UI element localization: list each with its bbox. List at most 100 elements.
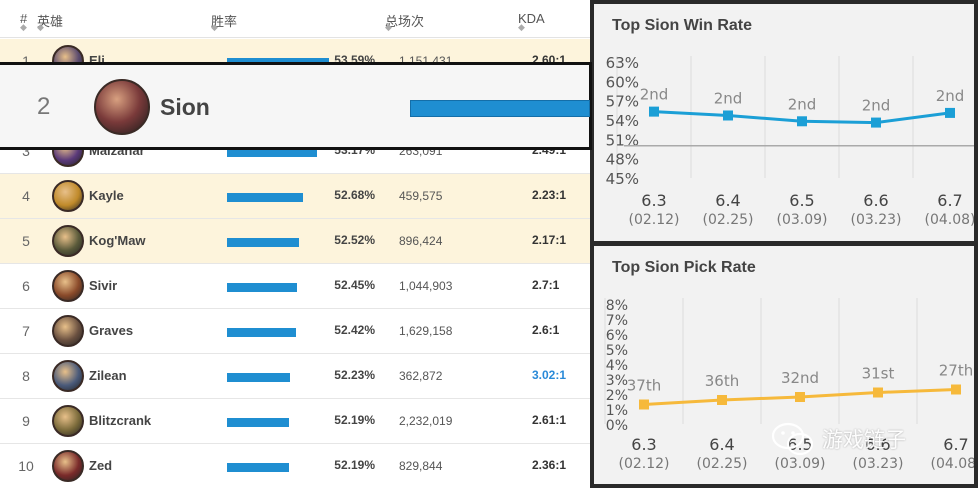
y-tick-label: 51% (606, 131, 639, 149)
rank-cell: 4 (22, 188, 30, 204)
sion-winrate-bar (410, 100, 590, 117)
winrate-bar (227, 193, 304, 202)
champion-avatar (52, 360, 84, 392)
winrate-bar (227, 418, 290, 427)
header-winrate-label: 胜率 (211, 14, 238, 29)
winrate-value: 52.19% (334, 413, 375, 427)
games-value: 896,424 (399, 234, 443, 248)
data-point (649, 106, 659, 117)
winrate-value: 52.68% (334, 188, 375, 202)
x-date-label: (03.09) (776, 212, 827, 228)
x-date-label: (02.12) (618, 456, 669, 472)
winrate-value: 52.23% (334, 368, 375, 382)
winrate-bar (227, 283, 297, 292)
x-tick-label: 6.4 (709, 435, 734, 454)
games-value: 362,872 (399, 369, 443, 383)
x-date-label: (03.23) (850, 212, 901, 228)
x-tick-label: 6.6 (863, 191, 888, 210)
header-kda[interactable]: ◆ KDA (518, 11, 545, 32)
x-date-label: (03.23) (852, 456, 903, 472)
y-tick-label: 57% (606, 93, 639, 111)
watermark-text: 游戏链子 (822, 428, 906, 452)
rank-cell: 1 (22, 53, 30, 69)
champion-name[interactable]: Blitzcrank (89, 413, 152, 428)
x-tick-label: 6.6 (865, 435, 890, 454)
games-value: 2,232,019 (399, 414, 453, 428)
win-rate-chart: 45%48%51%54%57%60%63%2nd6.3(02.12)2nd6.4… (606, 54, 974, 228)
kda-value: 2.17:1 (532, 233, 567, 247)
kda-value: 2.6:1 (532, 323, 560, 337)
wechat-icon (771, 422, 814, 456)
x-date-label: (04.08) (930, 456, 974, 472)
sort-icon: ◆ (37, 22, 44, 32)
x-tick-label: 6.3 (641, 191, 666, 210)
sort-icon: ◆ (211, 22, 218, 32)
champion-avatar (52, 315, 84, 347)
win-rate-chart-panel: Top Sion Win Rate 45% 48% 51% 54% 57% 60% 63% 2… (594, 4, 974, 241)
champion-name[interactable]: Sivir (89, 278, 118, 293)
kda-value: 2.61:1 (532, 413, 567, 427)
winrate-bar (227, 373, 291, 382)
champion-name[interactable]: Graves (89, 323, 134, 338)
sion-highlight-row[interactable]: 2 Sion (0, 62, 592, 150)
sion-avatar (94, 79, 150, 135)
winrate-bar (227, 238, 299, 247)
table-row[interactable]: 5 Kog'Maw 52.52% 896,424 2.17:1 (0, 219, 590, 264)
point-label: 31st (862, 365, 895, 383)
point-label: 27th (939, 362, 973, 380)
kda-value: 2.23:1 (532, 188, 567, 202)
data-point (871, 117, 881, 128)
table-row[interactable]: 4 Kayle 52.68% 459,575 2.23:1 (0, 174, 590, 219)
x-date-label: (02.25) (696, 456, 747, 472)
x-date-label: (02.25) (702, 212, 753, 228)
table-row[interactable]: 8 Zilean 52.23% 362,872 3.02:1 (0, 354, 590, 399)
point-label: 2nd (714, 89, 743, 107)
y-tick-label: 6% (606, 328, 628, 344)
champion-name[interactable]: Zed (89, 458, 113, 473)
sion-name: Sion (160, 94, 210, 120)
header-games[interactable]: ◆ 总场次 (385, 11, 425, 32)
header-rank-label: # (20, 11, 28, 26)
winrate-bar (227, 463, 290, 472)
winrate-value: 52.42% (334, 323, 375, 337)
winrate-value: 52.52% (334, 233, 375, 247)
header-winrate[interactable]: ◆ 胜率 (211, 11, 238, 32)
table-header: ◆ # ◆ 英雄 ◆ 胜率 ◆ 总场次 ◆ KDA (0, 0, 590, 38)
sort-icon: ◆ (385, 22, 392, 32)
table-row[interactable]: 7 Graves 52.42% 1,629,158 2.6:1 (0, 309, 590, 354)
table-row[interactable]: 10 Zed 52.19% 829,844 2.36:1 (0, 444, 590, 488)
watermark: 游戏链子 (770, 420, 970, 460)
x-tick-label: 6.7 (943, 435, 968, 454)
header-hero-label: 英雄 (37, 14, 64, 29)
winrate-value: 52.19% (334, 458, 375, 472)
games-value: 1,044,903 (399, 279, 453, 293)
champion-avatar (52, 270, 84, 302)
header-rank[interactable]: ◆ # (20, 11, 28, 32)
y-tick-label: 3% (606, 373, 628, 389)
x-tick-label: 6.5 (789, 191, 814, 210)
y-tick-label: 7% (606, 313, 628, 329)
y-tick-label: 4% (606, 358, 628, 374)
data-point (795, 392, 805, 402)
champion-name[interactable]: Kog'Maw (89, 233, 146, 248)
y-tick-label: 45% (606, 170, 639, 188)
win-rate-chart-title: Top Sion Win Rate (612, 17, 752, 34)
point-label: 2nd (936, 87, 965, 105)
data-point (723, 110, 733, 121)
sort-icon: ◆ (20, 22, 27, 32)
games-value: 1,629,158 (399, 324, 453, 338)
data-point (951, 384, 961, 395)
header-hero[interactable]: ◆ 英雄 (37, 11, 64, 32)
point-label: 2nd (862, 97, 891, 115)
table-row[interactable]: 6 Sivir 52.45% 1,044,903 2.7:1 (0, 264, 590, 309)
winrate-bar (227, 328, 296, 337)
rank-cell: 3 (22, 143, 30, 159)
x-tick-label: 6.7 (937, 191, 962, 210)
header-games-label: 总场次 (385, 14, 425, 29)
kda-value: 2.7:1 (532, 278, 560, 292)
champion-name[interactable]: Zilean (89, 368, 127, 383)
champion-name[interactable]: Kayle (89, 188, 124, 203)
data-point (639, 399, 649, 410)
sion-rank: 2 (37, 93, 51, 120)
table-row[interactable]: 9 Blitzcrank 52.19% 2,232,019 2.61:1 (0, 399, 590, 444)
